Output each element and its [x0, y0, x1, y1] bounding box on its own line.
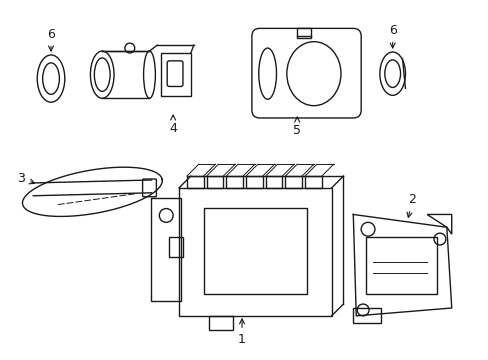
Bar: [179, 188, 331, 316]
Bar: [203, 208, 306, 294]
Text: 6: 6: [47, 28, 55, 51]
Bar: [352, 308, 380, 323]
Bar: [151, 198, 181, 301]
Text: 5: 5: [293, 117, 301, 137]
Bar: [305, 176, 321, 188]
Bar: [285, 176, 302, 188]
Text: 2: 2: [406, 193, 415, 217]
Text: 6: 6: [388, 24, 396, 48]
Bar: [206, 176, 223, 188]
Text: 1: 1: [238, 319, 245, 346]
Text: 3: 3: [18, 171, 35, 185]
Bar: [245, 176, 262, 188]
Text: 4: 4: [169, 115, 177, 135]
Bar: [186, 176, 203, 188]
Bar: [161, 53, 190, 96]
Bar: [208, 316, 233, 330]
Bar: [226, 176, 243, 188]
Bar: [366, 237, 436, 294]
Bar: [297, 28, 310, 38]
Bar: [265, 176, 282, 188]
Bar: [169, 237, 183, 257]
